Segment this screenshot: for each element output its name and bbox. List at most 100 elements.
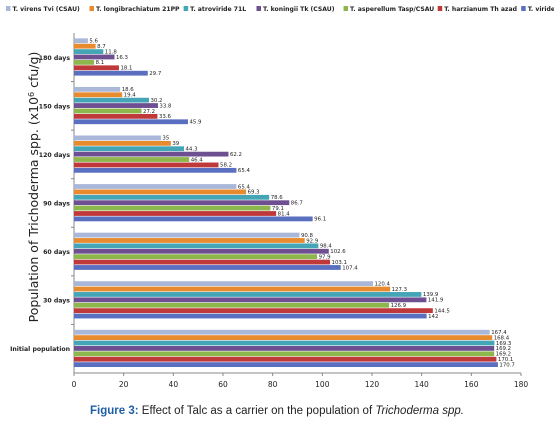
bar-value-label: 29.7 <box>149 71 161 77</box>
bar <box>74 59 95 65</box>
bar <box>74 362 498 368</box>
bar-value-label: 167.4 <box>491 330 507 336</box>
bar-value-label: 35 <box>162 136 169 142</box>
bar <box>74 113 158 119</box>
bar-value-label: 62.2 <box>230 152 242 158</box>
x-tick-label: 140 <box>415 380 430 389</box>
category-label: 180 days <box>39 55 71 62</box>
bar-value-label: 45.9 <box>189 120 202 126</box>
bar-value-label: 58.2 <box>220 163 232 169</box>
bar-value-label: 169.3 <box>496 341 511 347</box>
figure-caption: Figure 3: Effect of Talc as a carrier on… <box>0 405 554 417</box>
legend-swatch <box>6 6 11 11</box>
bar-value-label: 139.9 <box>423 292 439 298</box>
bar-value-label: 27.2 <box>143 109 155 115</box>
bar <box>74 146 185 152</box>
legend-entry: T. viride 01PP <box>528 6 554 13</box>
bar-value-label: 5.6 <box>89 39 98 45</box>
bar <box>74 238 305 243</box>
category-label: 30 days <box>43 298 70 305</box>
category-label: 150 days <box>39 103 71 110</box>
category-label: Initial population <box>10 346 70 353</box>
x-tick-label: 0 <box>72 380 77 389</box>
bar-chart: T. virens Tvi (CSAU) T. longibrachiatum 2… <box>6 6 554 389</box>
bar <box>74 43 96 49</box>
bar-value-label: 126.9 <box>391 303 407 309</box>
legend-swatch <box>437 6 443 11</box>
bar-value-label: 65.4 <box>238 184 251 190</box>
bar-value-label: 33.8 <box>159 103 172 109</box>
x-tick-label: 120 <box>365 380 380 389</box>
bar <box>74 200 290 206</box>
legend-entry: T. virens Tvi (CSAU) <box>13 6 81 13</box>
bar <box>74 346 495 351</box>
legend-entry: T. atroviride 71L <box>190 6 246 13</box>
bar <box>74 38 88 44</box>
bar-value-label: 81.4 <box>278 211 291 217</box>
legend-swatch <box>183 6 189 11</box>
bar <box>74 119 188 125</box>
legend-entry: T. longibrachiatum 21PP <box>96 6 180 13</box>
bar-value-label: 127.3 <box>392 287 407 293</box>
bar-value-label: 90.8 <box>301 233 314 239</box>
bar <box>74 286 391 292</box>
bar-value-label: 30.2 <box>150 98 162 104</box>
bar-value-label: 92.9 <box>306 238 319 244</box>
bar-value-label: 65.4 <box>238 168 251 174</box>
x-tick-label: 20 <box>119 380 129 389</box>
bar <box>74 254 318 260</box>
bar-value-label: 11.8 <box>105 49 118 55</box>
legend: T. virens Tvi (CSAU) T. longibrachiatum 2… <box>6 6 554 13</box>
bar <box>74 205 271 211</box>
bar <box>74 184 237 189</box>
bar-value-label: 103.1 <box>332 260 347 266</box>
bar <box>74 167 237 173</box>
bars <box>74 38 498 368</box>
bar-value-label: 96.1 <box>314 217 326 223</box>
x-tick-label: 160 <box>464 380 479 389</box>
bar <box>74 54 115 60</box>
bar <box>74 189 247 195</box>
bar <box>74 216 313 222</box>
bar <box>74 259 331 265</box>
legend-swatch <box>256 6 261 11</box>
bar-value-label: 168.4 <box>494 335 510 341</box>
x-tick-label: 60 <box>218 380 228 389</box>
bar <box>74 329 490 335</box>
bar-value-label: 19.4 <box>124 93 137 99</box>
bar <box>74 211 277 216</box>
legend-swatch <box>89 6 94 11</box>
bar-value-label: 8.7 <box>97 44 106 50</box>
bar-value-label: 107.4 <box>342 265 358 271</box>
caption-italic: Trichoderma spp. <box>375 405 464 417</box>
bar-value-label: 144.5 <box>434 308 449 314</box>
bar-value-label: 97.9 <box>319 254 332 260</box>
bar-value-label: 120.4 <box>374 281 390 287</box>
bar-value-label: 44.3 <box>186 147 198 153</box>
bar <box>74 97 149 103</box>
bar-value-label: 46.4 <box>191 157 204 163</box>
axes: 0 20 40 60 80 100 120 140 160 180 180 days 150 days… <box>10 33 528 389</box>
bar <box>74 248 329 254</box>
bar <box>74 351 495 357</box>
legend-entry: T. harzianum Th azad <box>444 6 517 13</box>
bar-value-label: 39 <box>172 141 179 147</box>
bar-value-label: 170.1 <box>498 357 513 363</box>
bar <box>74 65 119 71</box>
bar <box>74 92 123 98</box>
bar <box>74 108 142 114</box>
chart-area: T. virens Tvi (CSAU) T. longibrachiatum 2… <box>6 6 554 389</box>
x-tick-label: 80 <box>268 380 278 389</box>
y-axis-label: Population of Trichoderma spp. (x106 cfu… <box>26 52 41 323</box>
bar <box>74 265 341 270</box>
legend-swatch <box>343 6 349 11</box>
bar-value-label: 18.1 <box>120 66 132 72</box>
legend-entry: T. asperellum Tasp/CSAU <box>350 6 434 13</box>
bar <box>74 232 300 238</box>
bar <box>74 157 190 162</box>
x-tick-label: 40 <box>169 380 179 389</box>
bar <box>74 243 319 249</box>
bar <box>74 340 495 346</box>
bar-value-label: 141.9 <box>428 298 444 304</box>
bar-value-label: 8.1 <box>96 60 105 66</box>
